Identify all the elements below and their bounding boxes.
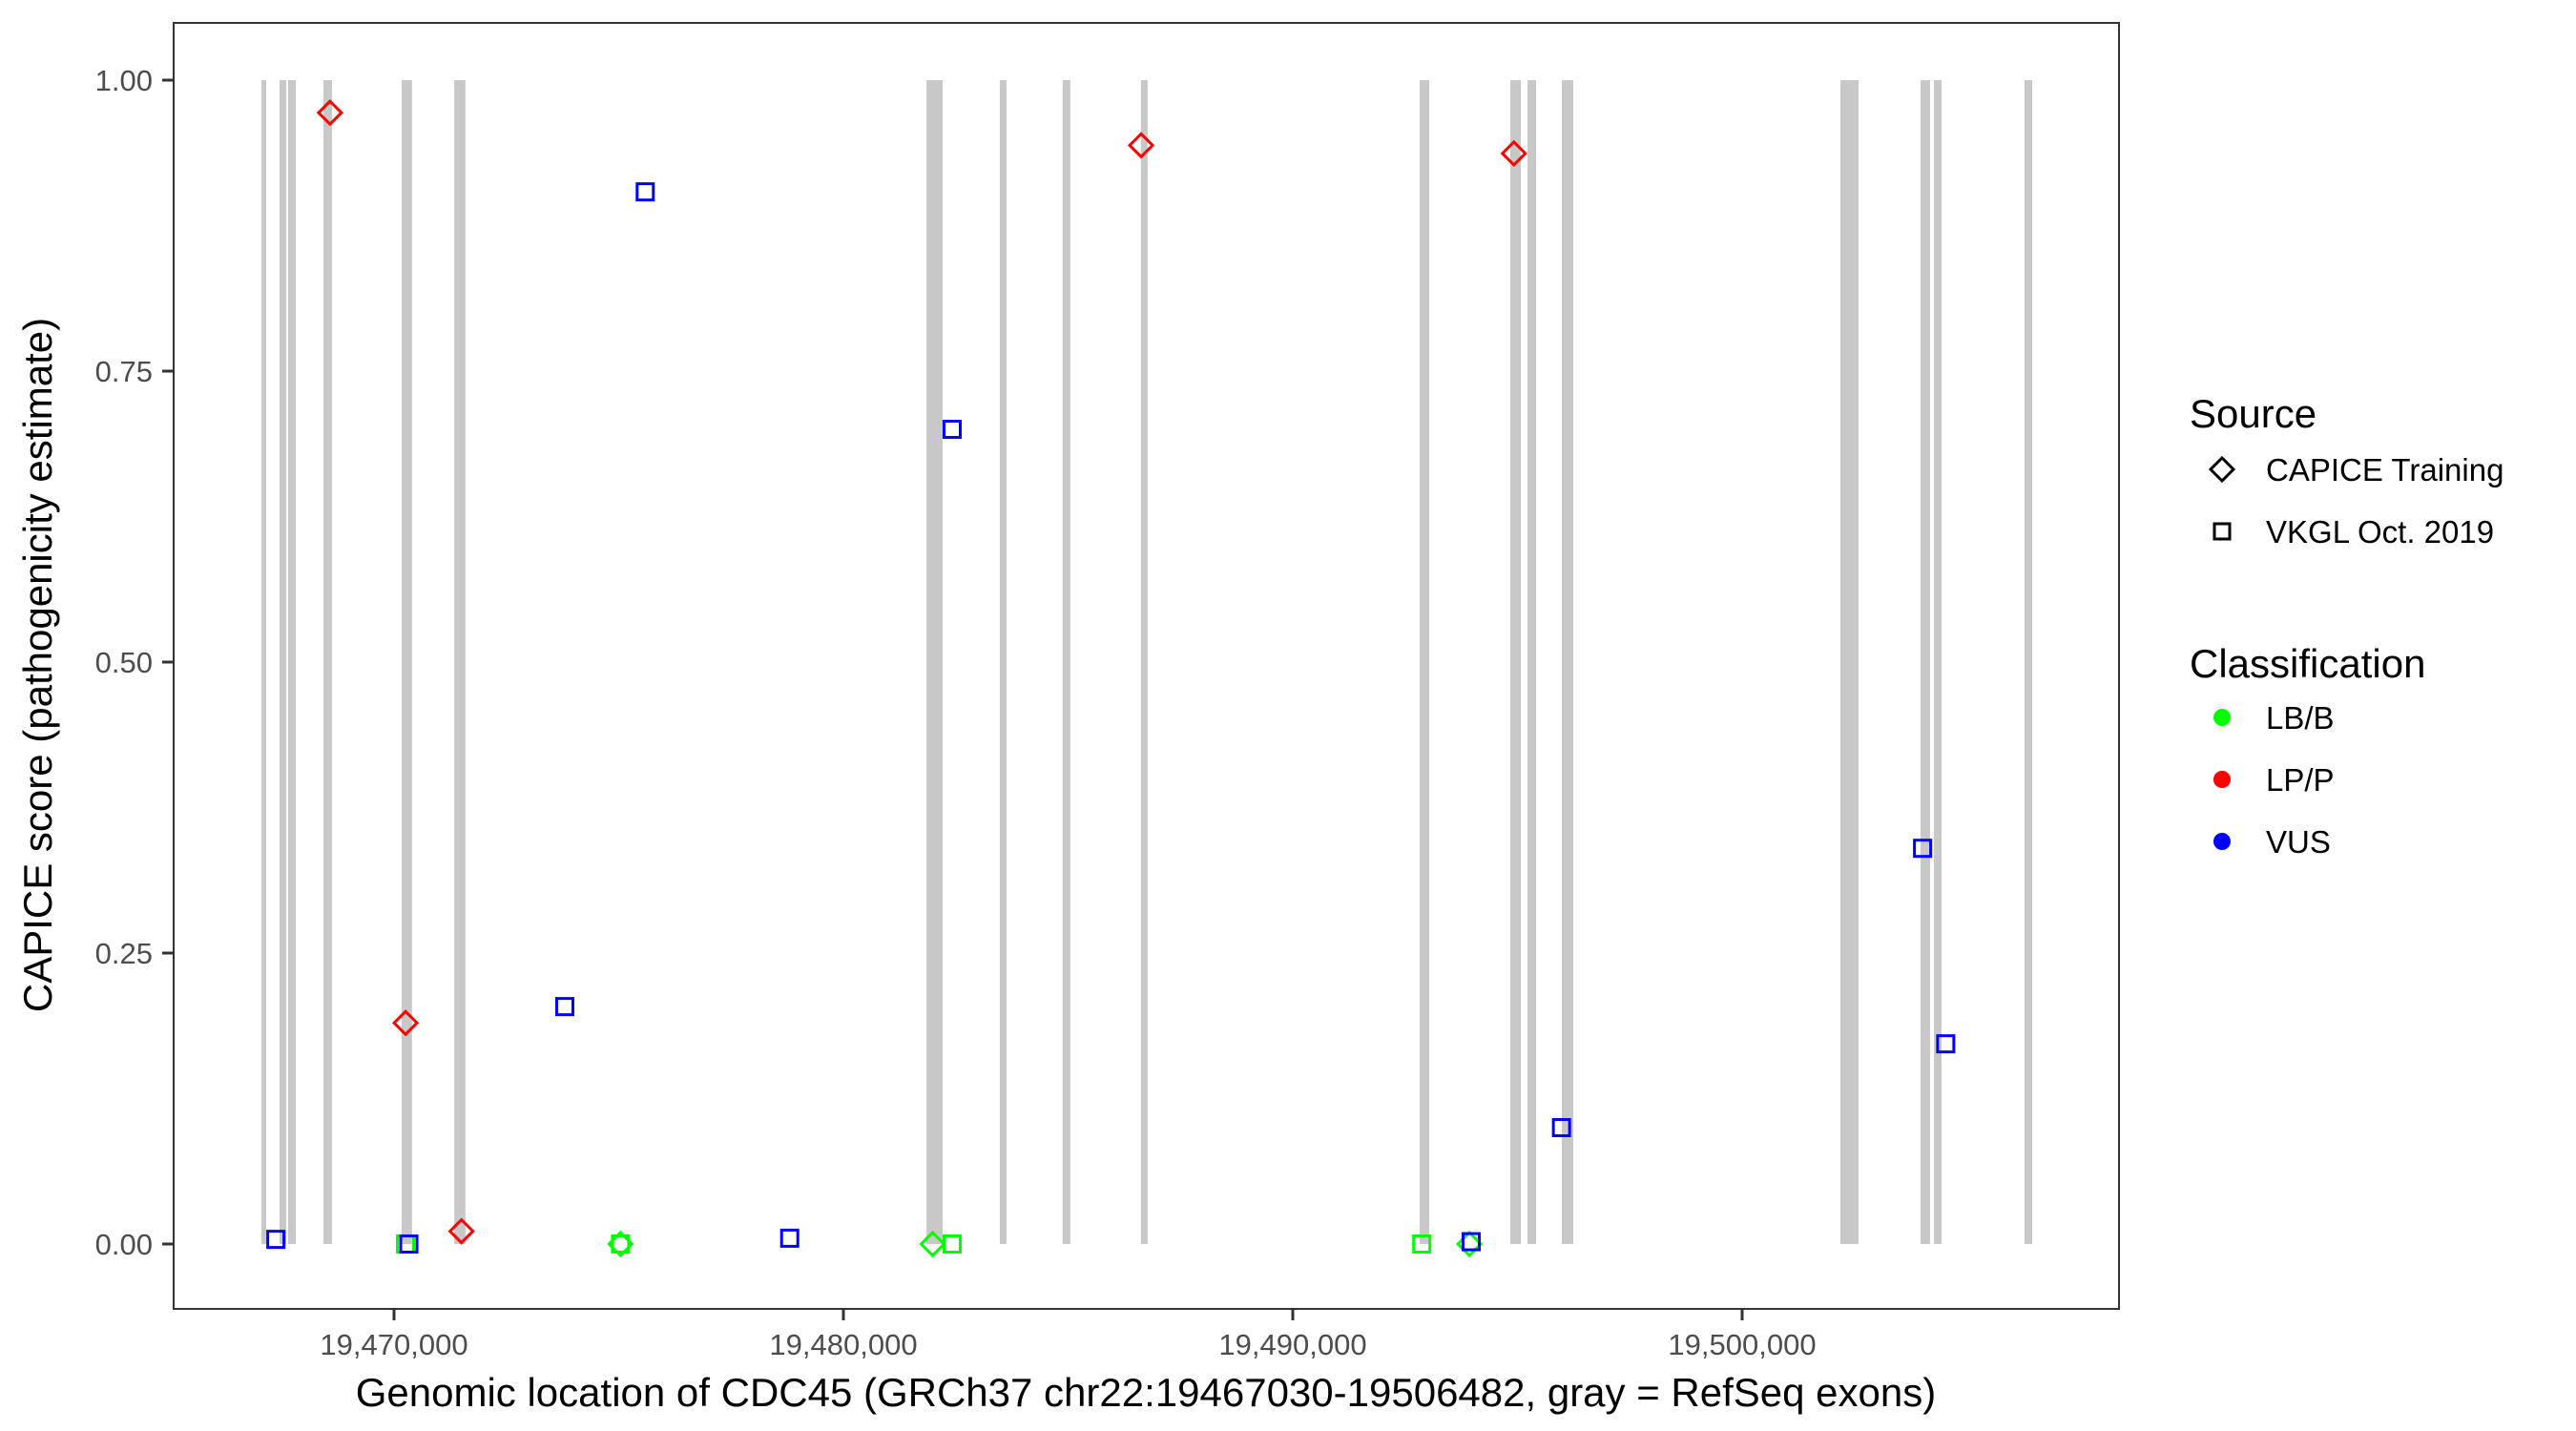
exon-bar <box>1062 80 1070 1244</box>
legend-item-lp-p: LP/P <box>2213 762 2335 798</box>
legend-item-capice-training: CAPICE Training <box>2208 452 2503 487</box>
legend-item-vkgl: VKGL Oct. 2019 <box>2212 514 2494 550</box>
legend-label: LP/P <box>2266 762 2335 798</box>
square-icon <box>2212 522 2232 541</box>
point-square <box>942 1234 962 1254</box>
y-tick-label: 1.00 <box>95 64 153 97</box>
exon-bar <box>1510 80 1521 1244</box>
exon-bar <box>1934 80 1942 1244</box>
exon-bar <box>454 80 466 1244</box>
x-axis: 19,470,000 19,480,000 19,490,000 19,500,000 <box>320 1309 1817 1361</box>
exon-bar <box>1920 80 1931 1244</box>
green-dot-icon <box>2213 709 2231 726</box>
point-square <box>779 1228 800 1248</box>
exon-bar <box>279 80 286 1244</box>
point-square <box>1461 1232 1481 1252</box>
point-square <box>1412 1234 1432 1254</box>
point-diamond <box>391 1009 420 1037</box>
plot-panel-border <box>173 22 2120 1310</box>
point-square <box>266 1230 286 1250</box>
exon-bar <box>1140 80 1148 1244</box>
point-square <box>611 1234 631 1254</box>
legend-label: LB/B <box>2266 700 2335 736</box>
legend-title-classification: Classification <box>2190 641 2425 686</box>
legend-label: VUS <box>2266 824 2331 860</box>
point-diamond <box>447 1217 475 1245</box>
legend-item-vus: VUS <box>2213 824 2331 860</box>
exon-bar <box>2025 80 2032 1244</box>
y-tick-label: 0.75 <box>95 355 153 388</box>
exon-bar <box>999 80 1007 1244</box>
y-tick-label: 0.25 <box>95 937 153 970</box>
point-diamond <box>316 99 344 127</box>
point-square <box>554 997 574 1017</box>
legend-label: VKGL Oct. 2019 <box>2266 514 2494 550</box>
y-axis: 0.00 0.25 0.50 0.75 1.00 <box>95 64 174 1261</box>
exon-bar <box>1527 80 1536 1244</box>
diamond-icon <box>2208 455 2236 484</box>
exon-bar <box>1840 80 1859 1244</box>
point-square <box>635 182 655 202</box>
x-axis-title: Genomic location of CDC45 (GRCh37 chr22:… <box>356 1370 1936 1415</box>
exon-bar <box>323 80 333 1244</box>
exon-bar <box>287 80 296 1244</box>
point-diamond <box>919 1230 946 1258</box>
point-square <box>1936 1034 1956 1054</box>
legend-item-lb-b: LB/B <box>2213 700 2335 736</box>
exon-bar <box>261 80 267 1244</box>
point-diamond <box>1127 132 1155 159</box>
point-square <box>1913 839 1933 859</box>
point-diamond <box>1455 1230 1484 1258</box>
y-tick-label: 0.50 <box>95 646 153 679</box>
data-points <box>266 99 1956 1258</box>
legend-title-source: Source <box>2190 391 2316 436</box>
blue-dot-icon <box>2213 833 2231 850</box>
x-tick-label: 19,500,000 <box>1668 1328 1816 1361</box>
x-tick-label: 19,490,000 <box>1218 1328 1366 1361</box>
exon-bar <box>402 80 412 1244</box>
exon-bar <box>1561 80 1573 1244</box>
exon-bar <box>926 80 944 1244</box>
x-tick-label: 19,480,000 <box>769 1328 917 1361</box>
point-diamond <box>1500 139 1527 167</box>
red-dot-icon <box>2213 771 2231 788</box>
y-axis-title: CAPICE score (pathogenicity estimate) <box>15 318 60 1012</box>
exon-bars <box>261 80 2032 1244</box>
point-square <box>399 1234 419 1254</box>
point-square <box>1551 1118 1571 1137</box>
y-tick-label: 0.00 <box>95 1228 153 1261</box>
point-square <box>942 420 962 439</box>
exon-bar <box>1420 80 1429 1244</box>
x-tick-label: 19,470,000 <box>320 1328 467 1361</box>
legend-label: CAPICE Training <box>2266 452 2503 487</box>
legend: Source CAPICE Training VKGL Oct. 2019 Cl… <box>2190 391 2503 860</box>
